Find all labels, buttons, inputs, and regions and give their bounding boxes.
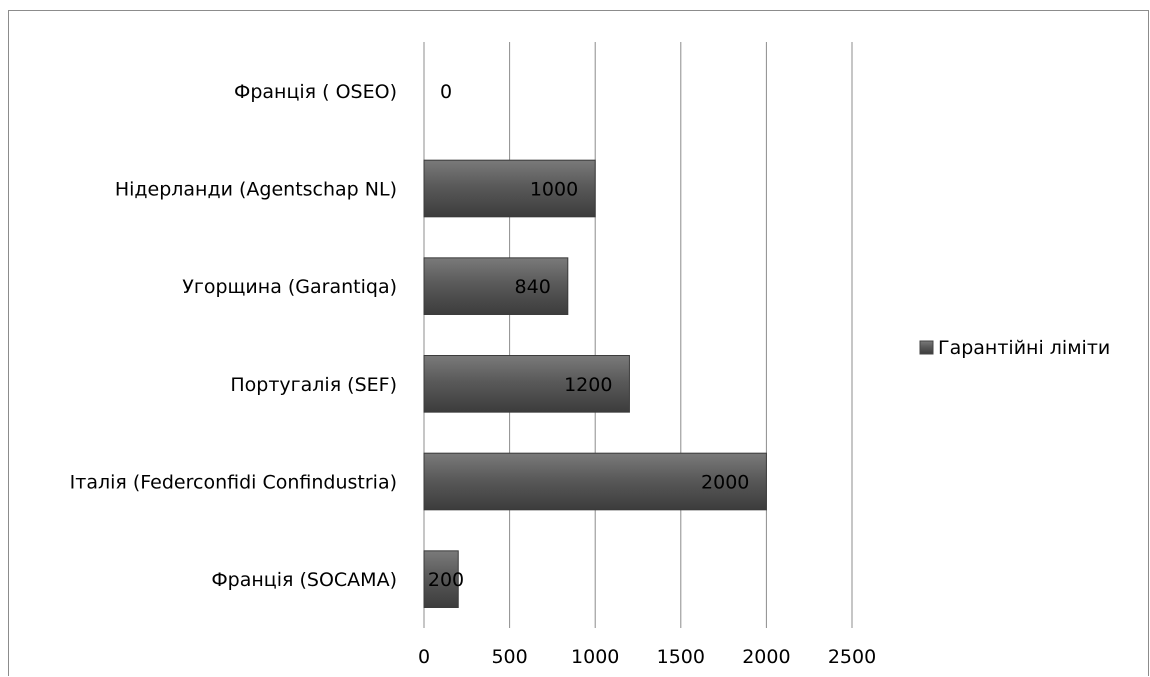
labels: 0 500 1000 1500 2000 2500 Франція (SOCAMA) 200 І…	[70, 81, 877, 668]
data-label: 840	[515, 276, 551, 298]
category-label: Португалія (SEF)	[230, 374, 397, 396]
x-tick-label: 500	[491, 646, 527, 668]
legend-swatch	[919, 340, 934, 355]
x-tick-label: 1000	[571, 646, 619, 668]
category-label: Нідерланди (Agentschap NL)	[115, 179, 397, 201]
bar	[423, 550, 459, 608]
legend: Гарантійні ліміти	[919, 337, 1110, 359]
bars	[423, 159, 767, 608]
gridlines	[423, 42, 853, 628]
bar	[423, 452, 767, 511]
data-label: 1200	[564, 374, 612, 396]
x-tick-label: 2000	[742, 646, 790, 668]
bar	[423, 257, 569, 315]
category-label: Угорщина (Garantiqa)	[182, 276, 397, 298]
bar	[423, 159, 596, 218]
data-label: 200	[428, 569, 464, 591]
x-tick-label: 1500	[657, 646, 705, 668]
data-label: 1000	[530, 179, 578, 201]
x-tick-label: 0	[418, 646, 430, 668]
legend-label: Гарантійні ліміти	[938, 337, 1110, 359]
data-label: 2000	[701, 472, 749, 494]
category-label: Франція ( OSEO)	[234, 81, 397, 103]
chart-frame	[8, 10, 1149, 676]
data-label: 0	[440, 81, 452, 103]
category-label: Франція (SOCAMA)	[211, 569, 397, 591]
x-tick-label: 2500	[828, 646, 876, 668]
bar	[423, 355, 630, 413]
category-label: Італія (Federconfidi Confindustria)	[70, 472, 397, 494]
